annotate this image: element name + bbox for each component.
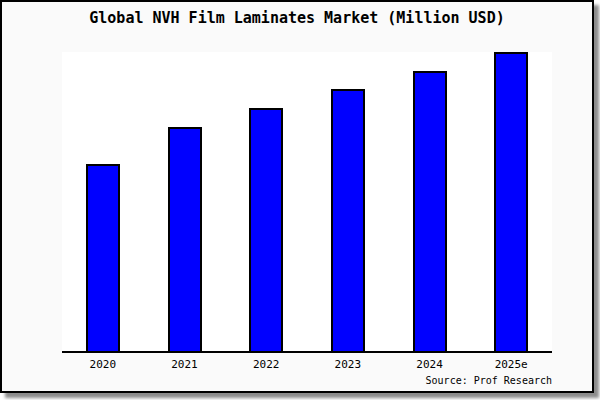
chart-title: Global NVH Film Laminates Market (Millio… xyxy=(2,9,592,27)
x-tick-label-2022: 2022 xyxy=(225,358,307,371)
x-tick-label-2024: 2024 xyxy=(389,358,471,371)
bar-slot-2021 xyxy=(144,52,226,351)
bar-2023 xyxy=(331,89,365,351)
x-tick-label-2025e: 2025e xyxy=(470,358,552,371)
bar-slot-2025e xyxy=(470,52,552,351)
bar-2024 xyxy=(413,71,447,351)
bar-slot-2023 xyxy=(307,52,389,351)
bar-slot-2022 xyxy=(225,52,307,351)
bar-2025e xyxy=(494,52,528,351)
x-tick-label-2020: 2020 xyxy=(62,358,144,371)
bar-slot-2024 xyxy=(389,52,471,351)
source-text: Source: Prof Research xyxy=(62,375,552,386)
plot-area xyxy=(62,52,552,353)
x-axis-labels: 202020212022202320242025e xyxy=(62,358,552,371)
bar-2020 xyxy=(86,164,120,351)
bar-2021 xyxy=(168,127,202,351)
chart-frame: Global NVH Film Laminates Market (Millio… xyxy=(0,0,594,393)
x-tick-label-2023: 2023 xyxy=(307,358,389,371)
x-tick-label-2021: 2021 xyxy=(144,358,226,371)
bar-slot-2020 xyxy=(62,52,144,351)
bar-2022 xyxy=(249,108,283,351)
bars-container xyxy=(62,52,552,351)
